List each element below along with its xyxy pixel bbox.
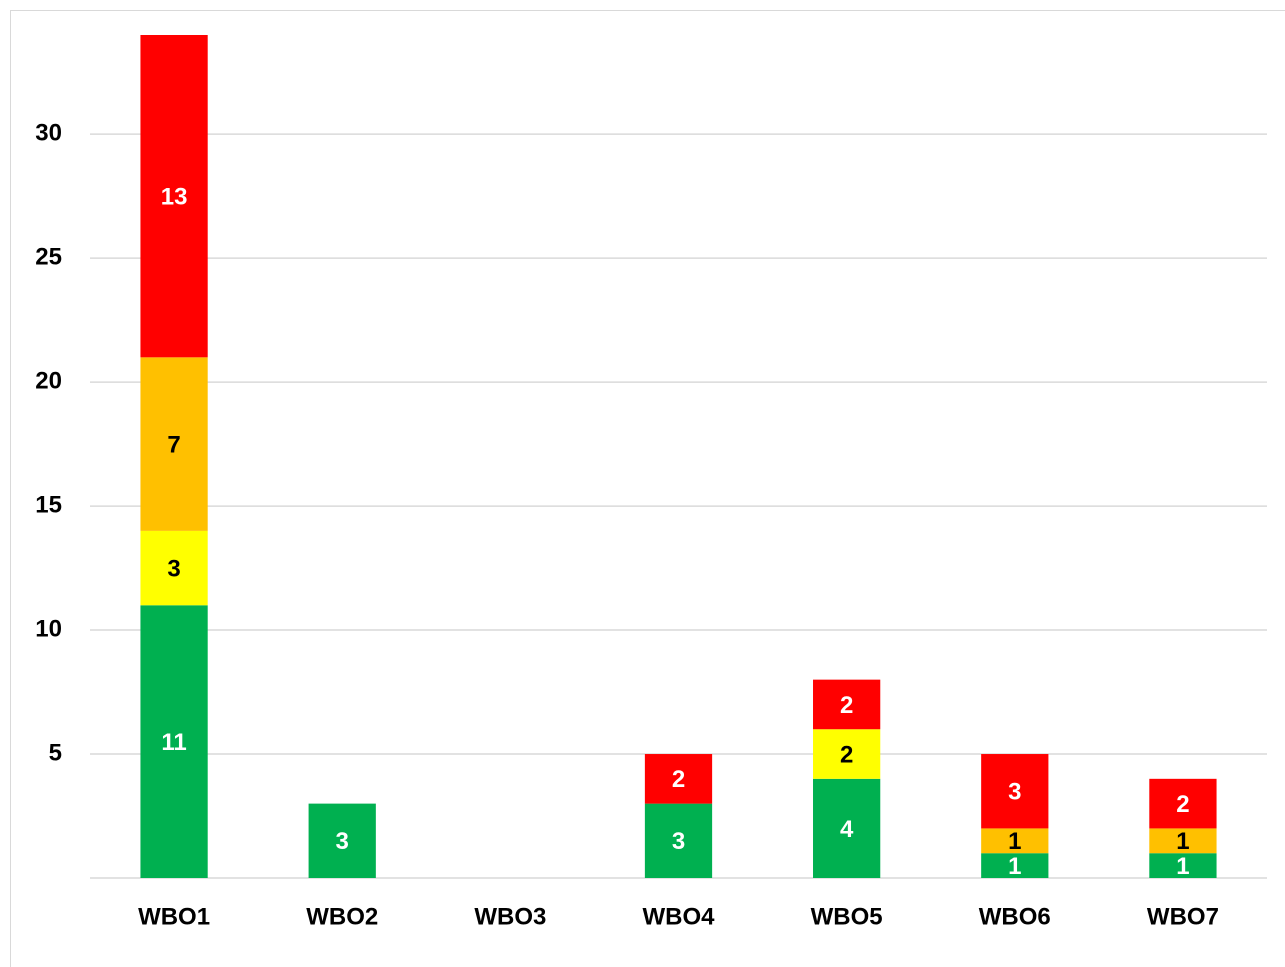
data-label: 2 (840, 741, 853, 768)
bar-segment (140, 35, 208, 358)
data-label: 11 (161, 729, 186, 756)
bar-segment (981, 754, 1049, 829)
x-tick-label: WBO5 (811, 903, 883, 930)
bar-segment (308, 803, 376, 878)
bar-segment (813, 679, 881, 730)
data-label: 4 (840, 816, 854, 843)
y-tick-label: 5 (49, 739, 62, 766)
bar-segment (644, 803, 713, 878)
y-tick-label: 30 (35, 120, 62, 147)
x-tick-label: WBO6 (979, 903, 1051, 930)
y-tick-label: 10 (35, 615, 62, 642)
data-label: 2 (840, 692, 853, 719)
data-label: 1 (1008, 828, 1021, 855)
bar-segment (140, 357, 208, 531)
data-label: 1 (1008, 853, 1021, 880)
data-label: 3 (1008, 779, 1021, 806)
x-tick-label: WBO2 (306, 903, 378, 930)
x-tick-label: WBO3 (474, 903, 546, 930)
y-tick-label: 20 (35, 367, 62, 394)
x-tick-label: WBO7 (1147, 903, 1219, 930)
data-label: 7 (167, 431, 180, 458)
x-tick-label: WBO1 (138, 903, 210, 930)
bar-segment (1149, 828, 1217, 854)
data-label: 2 (1176, 791, 1189, 818)
data-label: 1 (1176, 853, 1189, 880)
bar-segment (140, 605, 208, 878)
data-label: 2 (672, 766, 685, 793)
x-tick-label: WBO4 (643, 903, 716, 930)
data-label: 13 (161, 184, 188, 211)
y-tick-label: 25 (35, 243, 62, 270)
bar-segment (1149, 853, 1217, 878)
bar-segment (813, 778, 881, 878)
data-label: 3 (336, 828, 349, 855)
bar-segment (981, 853, 1049, 878)
bar-segment (644, 754, 713, 804)
y-tick-label: 15 (35, 491, 62, 518)
bar-segment (1149, 778, 1217, 829)
bar-segment (140, 530, 208, 606)
bar-segment (813, 729, 881, 779)
data-label: 3 (672, 828, 685, 855)
data-label: 3 (167, 555, 180, 582)
data-label: 1 (1176, 828, 1189, 855)
bar-segment (981, 828, 1049, 854)
